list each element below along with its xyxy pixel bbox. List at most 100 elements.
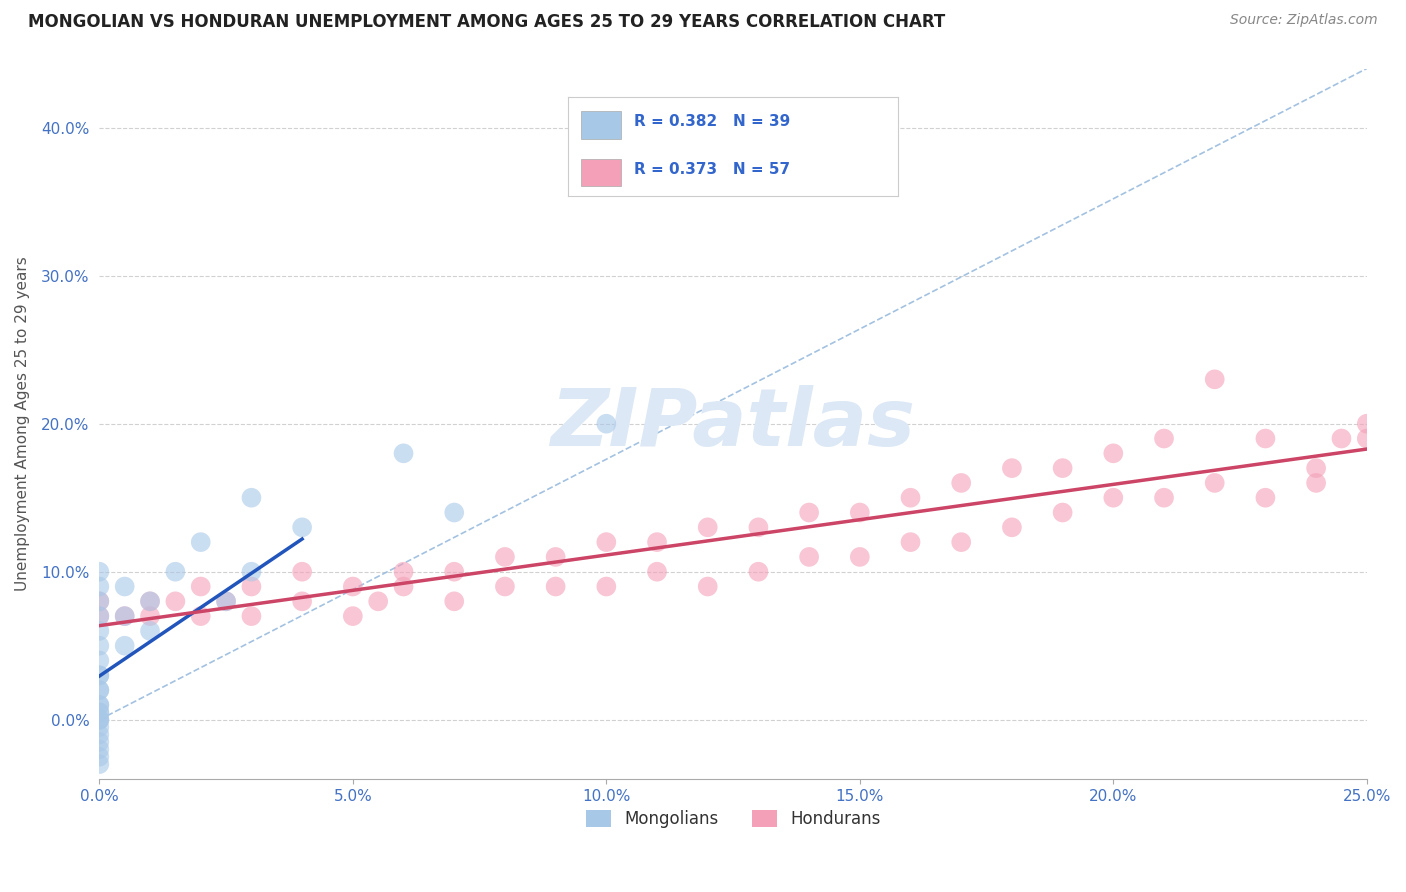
Point: [89, 609, 111, 624]
Text: Source: ZipAtlas.com: Source: ZipAtlas.com: [1230, 13, 1378, 28]
Point: [114, 639, 136, 653]
Point: [1153, 491, 1175, 505]
Text: MONGOLIAN VS HONDURAN UNEMPLOYMENT AMONG AGES 25 TO 29 YEARS CORRELATION CHART: MONGOLIAN VS HONDURAN UNEMPLOYMENT AMONG…: [28, 13, 945, 31]
Point: [1204, 475, 1226, 490]
Point: [1153, 432, 1175, 446]
Point: [89, 713, 111, 727]
Point: [797, 549, 820, 564]
Point: [1052, 461, 1074, 475]
Point: [89, 720, 111, 734]
Point: [139, 624, 162, 638]
Point: [494, 580, 516, 594]
Point: [139, 594, 162, 608]
Point: [1355, 417, 1378, 431]
Point: [89, 757, 111, 772]
Point: [190, 535, 212, 549]
Point: [443, 506, 465, 520]
Point: [89, 653, 111, 667]
Point: [114, 609, 136, 624]
Point: [89, 639, 111, 653]
Point: [139, 594, 162, 608]
Point: [1001, 461, 1024, 475]
Point: [291, 565, 314, 579]
Point: [89, 698, 111, 712]
Point: [747, 520, 769, 534]
Point: [392, 565, 415, 579]
Point: [89, 706, 111, 720]
Point: [89, 742, 111, 756]
Point: [1330, 432, 1353, 446]
Point: [645, 535, 668, 549]
Point: [190, 609, 212, 624]
Point: [165, 565, 187, 579]
Text: ZIPatlas: ZIPatlas: [551, 384, 915, 463]
Point: [494, 549, 516, 564]
Point: [1355, 432, 1378, 446]
Point: [696, 520, 718, 534]
Point: [89, 668, 111, 682]
Point: [114, 580, 136, 594]
Point: [190, 580, 212, 594]
Point: [342, 609, 364, 624]
Point: [114, 609, 136, 624]
Point: [89, 609, 111, 624]
Point: [89, 668, 111, 682]
Point: [215, 594, 238, 608]
Point: [900, 535, 922, 549]
Point: [392, 580, 415, 594]
Point: [240, 609, 263, 624]
Point: [1001, 520, 1024, 534]
Point: [89, 713, 111, 727]
Point: [950, 475, 973, 490]
Point: [342, 580, 364, 594]
Point: [544, 549, 567, 564]
Point: [165, 594, 187, 608]
Point: [1254, 491, 1277, 505]
Point: [89, 727, 111, 741]
Point: [89, 580, 111, 594]
Point: [240, 580, 263, 594]
Point: [1052, 506, 1074, 520]
Point: [1102, 446, 1125, 460]
Point: [89, 683, 111, 698]
Point: [89, 594, 111, 608]
Point: [849, 549, 872, 564]
Point: [89, 683, 111, 698]
Point: [89, 706, 111, 720]
Point: [89, 698, 111, 712]
Point: [645, 565, 668, 579]
Point: [89, 735, 111, 749]
Point: [367, 594, 389, 608]
Legend: Mongolians, Hondurans: Mongolians, Hondurans: [579, 803, 887, 835]
Point: [291, 594, 314, 608]
Point: [392, 446, 415, 460]
Point: [1204, 372, 1226, 386]
Point: [1305, 461, 1327, 475]
Point: [1305, 475, 1327, 490]
Point: [139, 609, 162, 624]
Point: [443, 565, 465, 579]
Point: [89, 624, 111, 638]
Y-axis label: Unemployment Among Ages 25 to 29 years: Unemployment Among Ages 25 to 29 years: [15, 256, 30, 591]
Point: [240, 491, 263, 505]
Point: [89, 713, 111, 727]
Point: [950, 535, 973, 549]
Point: [1102, 491, 1125, 505]
Point: [849, 506, 872, 520]
Point: [1254, 432, 1277, 446]
Point: [696, 580, 718, 594]
Point: [747, 565, 769, 579]
Point: [443, 594, 465, 608]
Point: [900, 491, 922, 505]
Point: [797, 506, 820, 520]
Point: [89, 749, 111, 764]
Point: [595, 417, 617, 431]
Point: [544, 580, 567, 594]
Point: [89, 565, 111, 579]
Point: [595, 580, 617, 594]
Point: [240, 565, 263, 579]
Point: [747, 165, 769, 179]
Point: [89, 594, 111, 608]
Point: [215, 594, 238, 608]
Point: [291, 520, 314, 534]
